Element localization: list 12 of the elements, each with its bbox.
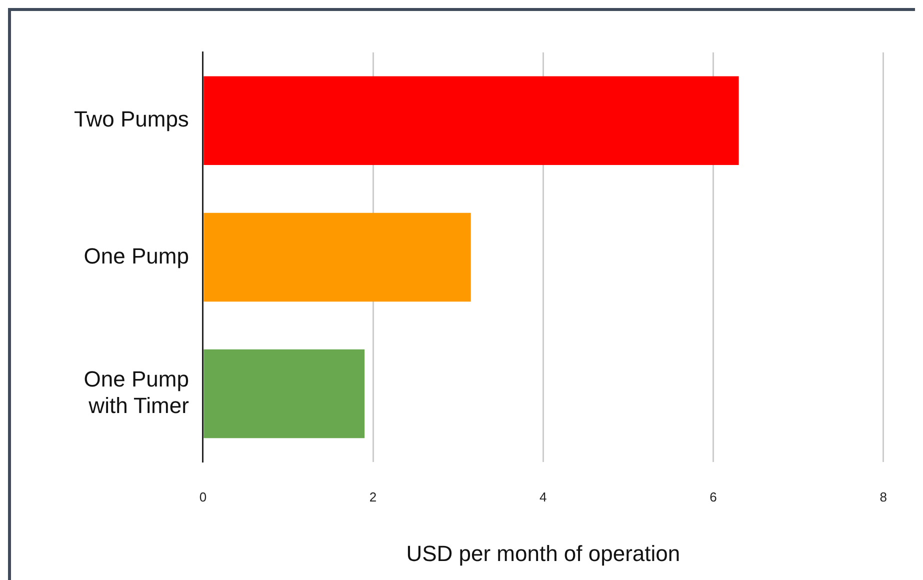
x-tick-label: 4 bbox=[540, 489, 547, 504]
y-tick-label: One Pump bbox=[84, 243, 189, 268]
bar bbox=[204, 212, 471, 302]
bar bbox=[204, 349, 365, 438]
x-tick-label: 0 bbox=[199, 489, 207, 504]
y-tick-label: Two Pumps bbox=[74, 106, 189, 132]
x-tick-label: 6 bbox=[710, 489, 717, 504]
x-axis-title: USD per month of operation bbox=[406, 540, 680, 566]
x-tick-label: 8 bbox=[880, 489, 887, 504]
y-tick-label: One Pump with Timer bbox=[84, 366, 189, 418]
bar bbox=[204, 76, 739, 166]
x-tick-label: 2 bbox=[369, 489, 377, 504]
